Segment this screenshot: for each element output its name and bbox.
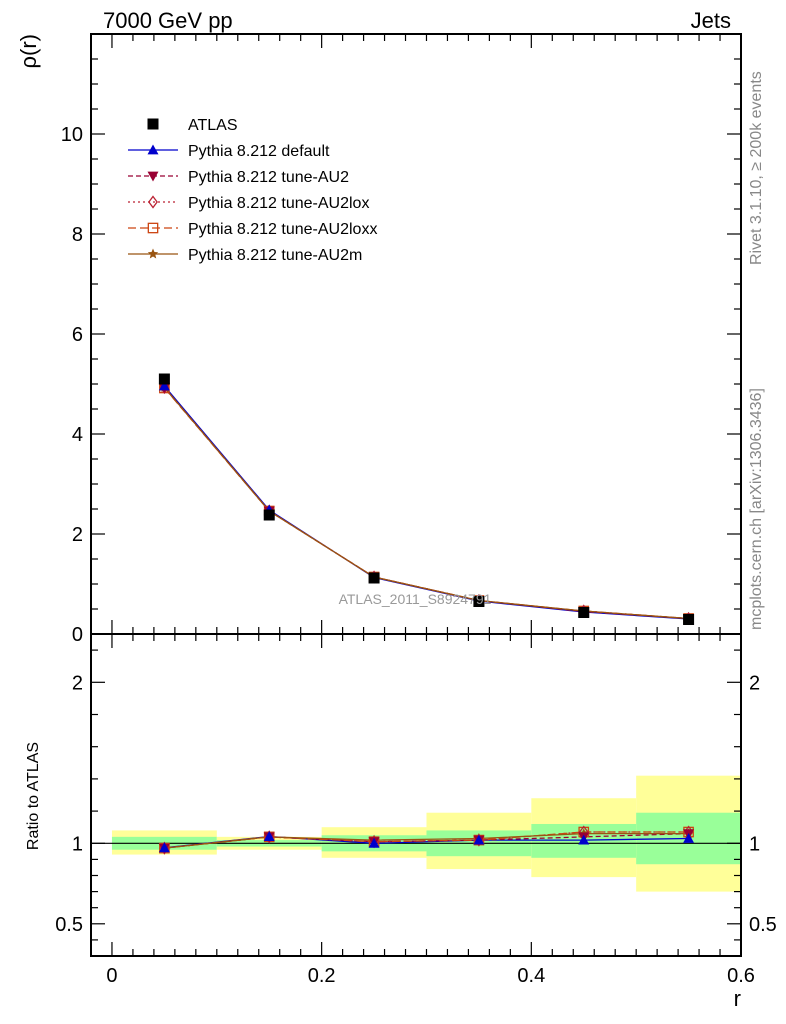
- ratio-y-tick-label-right: 2: [749, 672, 760, 694]
- header-right-title: Jets: [691, 8, 731, 33]
- point-atlas: [473, 596, 485, 607]
- main-y-tick-label: 0: [72, 624, 83, 646]
- ratio-y-axis-label: Ratio to ATLAS: [25, 742, 42, 850]
- legend-marker-au2lox: [148, 195, 158, 209]
- ratio-y-tick-label-right: 0.5: [749, 914, 777, 936]
- ratio-point-default: [263, 831, 275, 841]
- legend-marker-au2: [147, 171, 159, 182]
- legend-marker-default: [147, 144, 159, 155]
- main-y-tick-label: 8: [72, 224, 83, 246]
- legend-label-au2loxx: Pythia 8.212 tune-AU2loxx: [188, 221, 377, 238]
- x-tick-label: 0.4: [517, 965, 545, 987]
- legend-marker-au2loxx: [147, 222, 159, 234]
- series-line-au2loxx: [163, 387, 689, 620]
- ratio-y-tick-label: 2: [72, 672, 83, 694]
- main-y-tick-label: 2: [72, 524, 83, 546]
- ratio-point-default: [473, 834, 485, 845]
- main-y-tick-label: 6: [72, 324, 83, 346]
- series-line-au2m: [163, 387, 689, 620]
- legend-marker-au2m: [147, 248, 159, 259]
- point-atlas: [578, 607, 590, 618]
- ratio-plot-frame: [90, 633, 742, 957]
- point-atlas: [263, 509, 275, 521]
- x-tick-label: 0: [106, 965, 117, 987]
- tick-labels: 0 2 4 6 8 10 0.5 0.5 1 1 2 2 0 0.2 0.4 0.6: [55, 124, 777, 987]
- main-y-axis-label: ρ(r): [16, 34, 41, 69]
- point-atlas: [683, 614, 695, 625]
- point-atlas: [368, 572, 380, 584]
- ratio-y-tick-label: 0.5: [55, 914, 83, 936]
- main-plot-series: [158, 373, 695, 626]
- series-line-au2lox: [163, 387, 689, 620]
- ratio-point-default: [578, 834, 590, 845]
- legend-label-au2m: Pythia 8.212 tune-AU2m: [188, 247, 362, 264]
- ratio-plot-series: [158, 825, 695, 855]
- ratio-point-default: [368, 837, 380, 848]
- ratio-y-tick-label: 1: [72, 833, 83, 855]
- ratio-y-tick-label-right: 1: [749, 833, 760, 855]
- legend-label-au2: Pythia 8.212 tune-AU2: [188, 169, 349, 186]
- ratio-point-default: [158, 842, 170, 853]
- ratio-point-default: [683, 832, 695, 843]
- x-axis-label: r: [734, 986, 741, 1011]
- series-line-default: [163, 385, 689, 620]
- point-default: [158, 380, 170, 391]
- mcplots-note: mcplots.cern.ch [arXiv:1306.3436]: [748, 388, 765, 630]
- analysis-watermark: ATLAS_2011_S8924791: [339, 591, 492, 607]
- axis-ticks: [91, 34, 742, 956]
- x-tick-label: 0.2: [308, 965, 336, 987]
- series-line-au2: [163, 387, 689, 620]
- header-left-title: 7000 GeV pp: [103, 8, 233, 33]
- rivet-version-note: Rivet 3.1.10, ≥ 200k events: [748, 71, 765, 265]
- point-atlas: [158, 373, 170, 385]
- legend-label-au2lox: Pythia 8.212 tune-AU2lox: [188, 195, 369, 212]
- main-y-tick-label: 4: [72, 424, 83, 446]
- ratio-line-au2m: [164, 832, 689, 849]
- main-y-tick-label: 10: [61, 124, 83, 146]
- legend-label-default: Pythia 8.212 default: [188, 143, 330, 160]
- legend-marker-atlas: [147, 118, 159, 130]
- x-tick-label: 0.6: [727, 965, 755, 987]
- legend-label-atlas: ATLAS: [188, 117, 238, 134]
- legend: ATLAS Pythia 8.212 default Pythia 8.212 tu…: [128, 117, 377, 264]
